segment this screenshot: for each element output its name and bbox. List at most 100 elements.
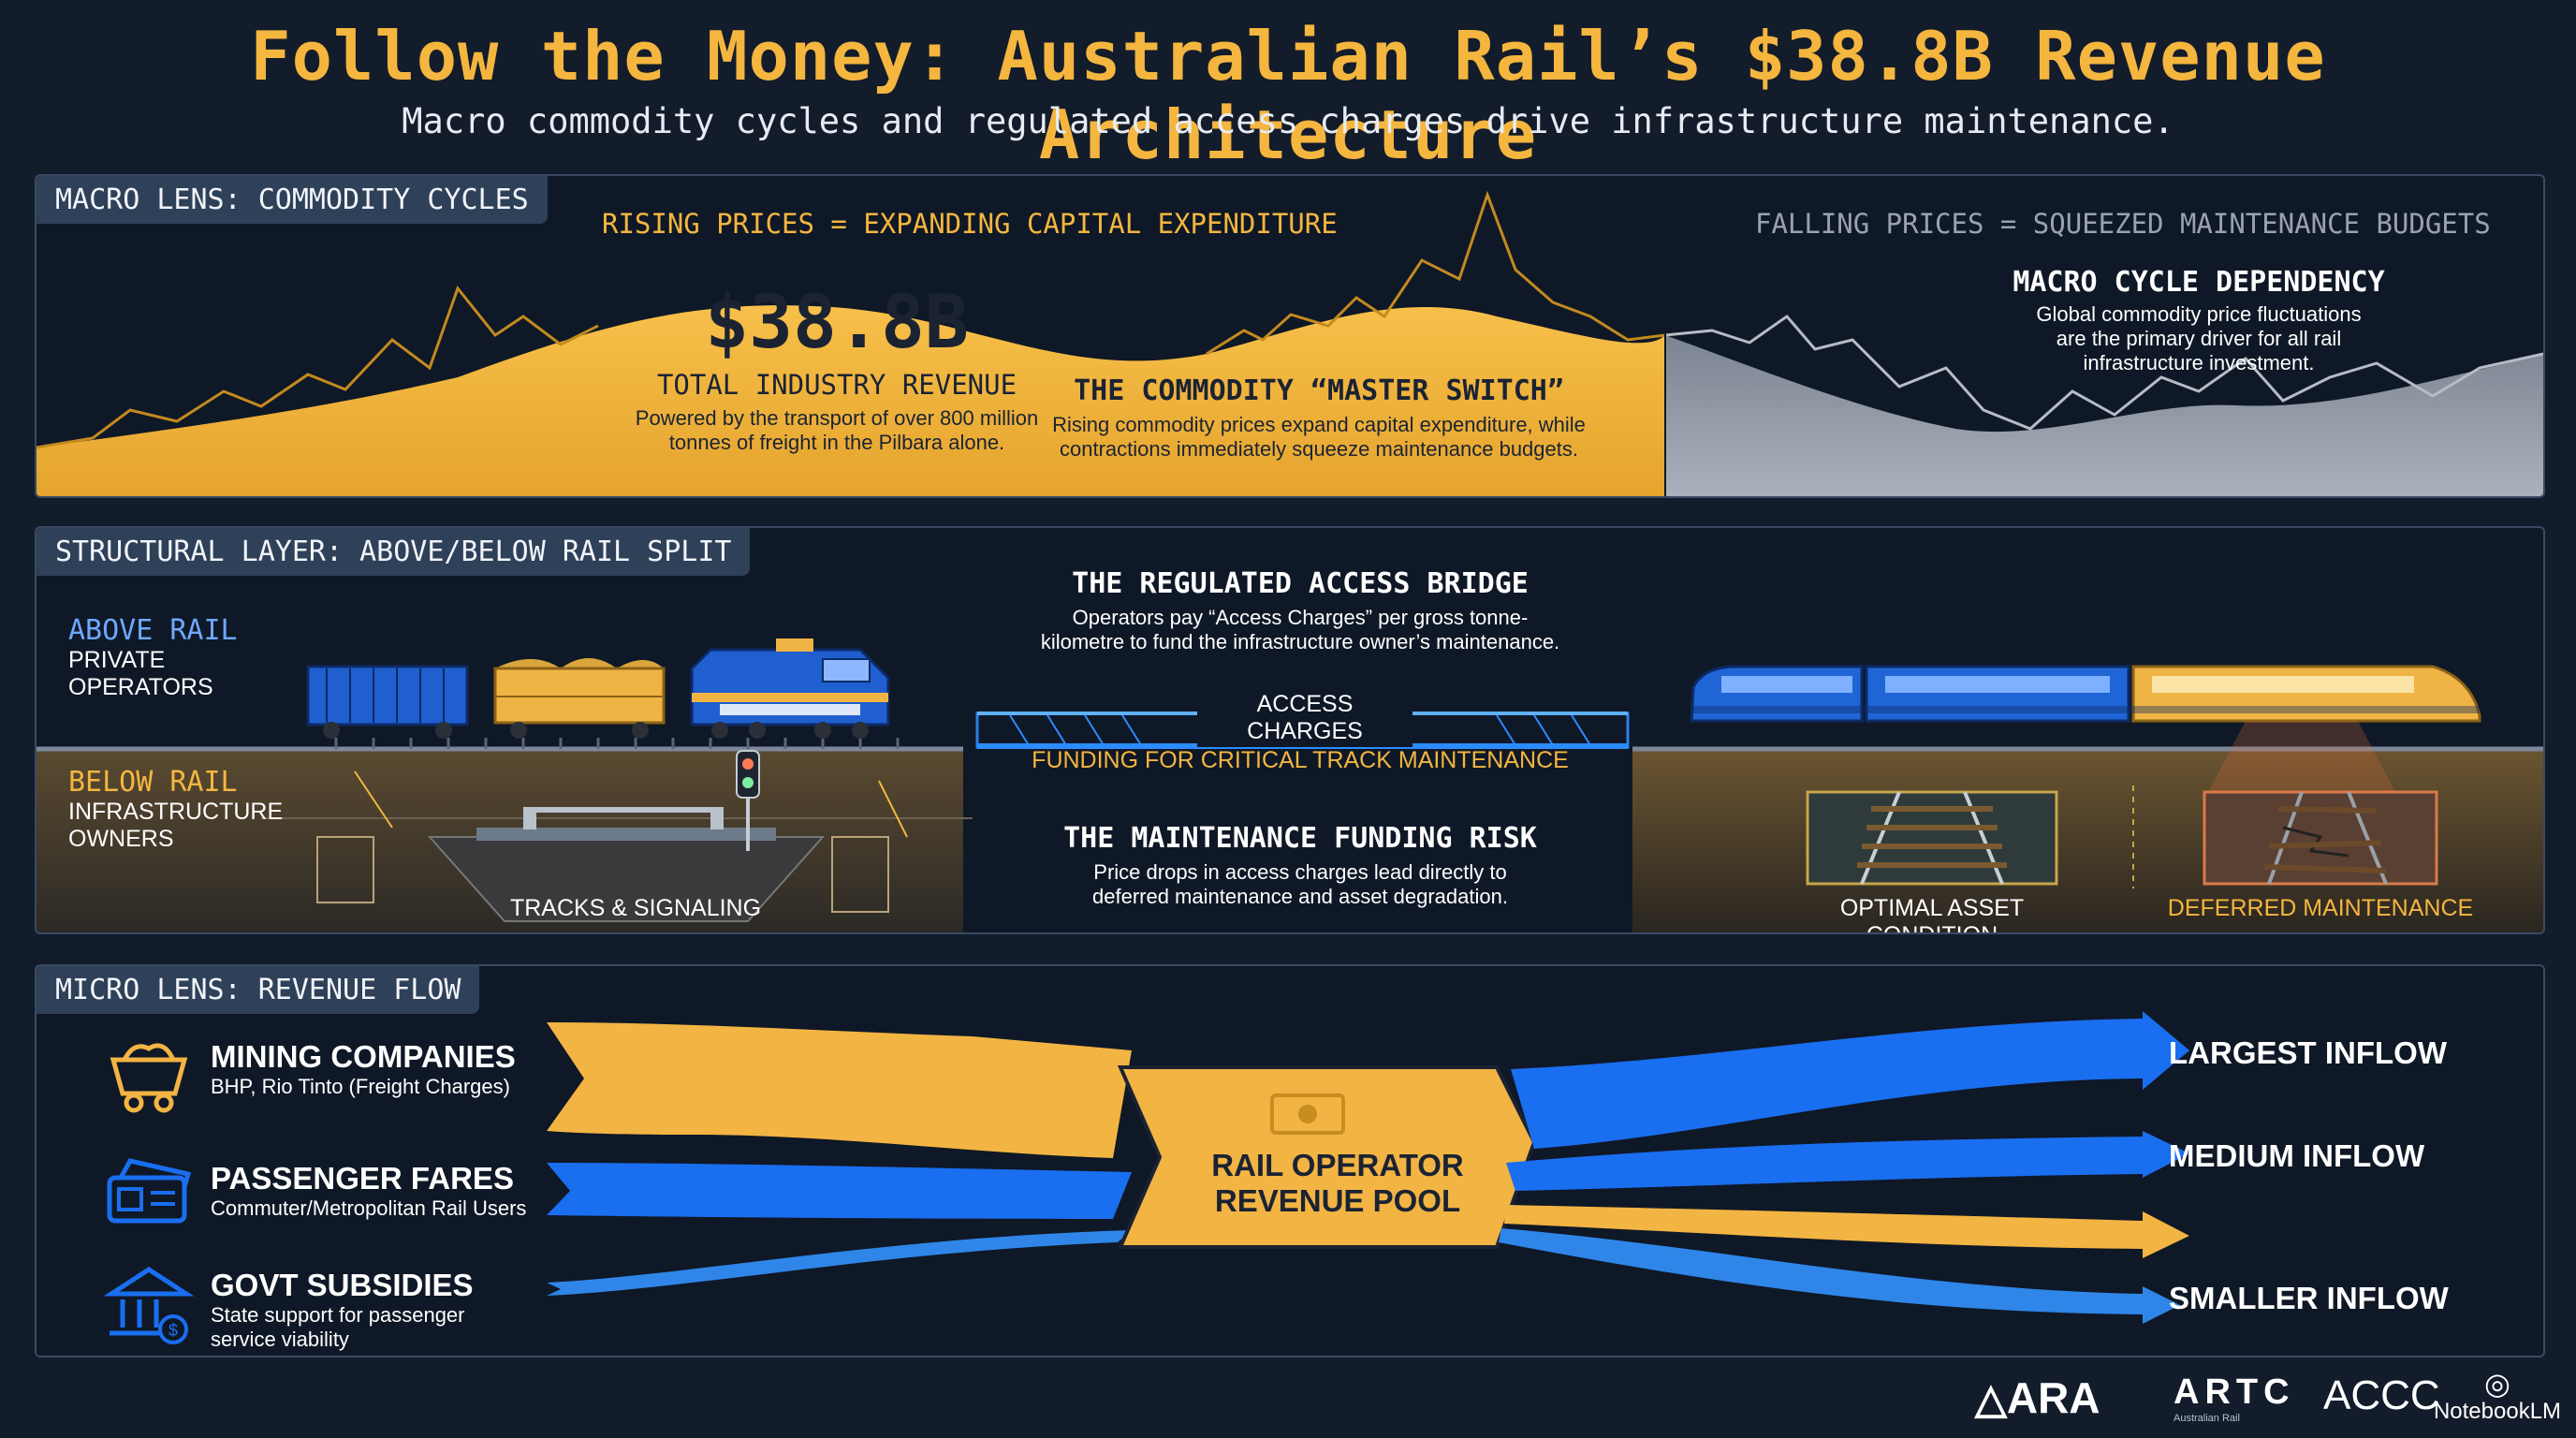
access-bridge-block: THE REGULATED ACCESS BRIDGE Operators pa… [973,567,1628,654]
access-bridge-desc-2: kilometre to fund the infrastructure own… [1040,630,1560,653]
source-passenger-desc: Commuter/Metropolitan Rail Users [211,1196,527,1220]
maintenance-risk-desc-2: deferred maintenance and asset degradati… [1092,885,1508,908]
ara-logo-text: ARA [2006,1373,2100,1422]
deferred-track-image [2203,721,2438,886]
above-rail-title: ABOVE RAIL [68,614,238,647]
logo-bar: △ARA ARTC Australian Rail ACCC ◎ Noteboo… [1966,1365,2565,1431]
subsidy-inflow-band [547,1230,1132,1296]
source-subsidies: $ GOVT SUBSIDIES State support for passe… [102,1262,570,1356]
source-passenger: PASSENGER FARES Commuter/Metropolitan Ra… [102,1150,570,1243]
below-rail-title: BELOW RAIL [68,766,238,799]
source-mining-title: MINING COMPANIES [211,1039,516,1074]
macro-dependency-desc-1: Global commodity price fluctuations [2036,302,2362,326]
page-subtitle: Macro commodity cycles and regulated acc… [402,101,2174,141]
source-mining: MINING COMPANIES BHP, Rio Tinto (Freight… [102,1032,570,1125]
page-title: Follow the Money: Australian Rail’s $38.… [250,17,2326,174]
access-bridge-title: THE REGULATED ACCESS BRIDGE [1072,567,1529,600]
outflow-largest-label: LARGEST INFLOW [2169,1035,2447,1070]
passenger-train-illustration [1690,665,2481,723]
revenue-pool-label: RAIL OPERATOR REVENUE POOL [1169,1148,1506,1219]
svg-text:$: $ [168,1321,178,1340]
deferred-maintenance-label: DEFERRED MAINTENANCE [2167,895,2474,921]
above-rail-sub-2: OPERATORS [68,674,213,700]
notebooklm-icon: ◎ [2484,1367,2510,1401]
structural-illustration [37,638,2543,932]
source-subsidies-title: GOVT SUBSIDIES [211,1268,474,1302]
medium-outflow-band [1506,1131,2189,1191]
revenue-block: $38.8B TOTAL INDUSTRY REVENUE Powered by… [561,286,1113,455]
optimal-track-image [1806,790,2058,886]
revenue-desc-1: Powered by the transport of over 800 mil… [635,406,1039,430]
master-switch-block: THE COMMODITY “MASTER SWITCH” Rising com… [1029,374,1609,462]
rising-price-area [37,305,1665,496]
outflow-smaller-label: SMALLER INFLOW [2169,1281,2449,1315]
rail-sleepers-left [334,738,900,749]
funding-label: FUNDING FOR CRITICAL TRACK MAINTENANCE [1032,747,1569,773]
revenue-value: $38.8B [705,281,969,365]
macro-dependency-desc-2: are the primary driver for all rail [2056,327,2342,350]
revenue-pool-shape [1117,1065,1537,1249]
mine-cart-icon [110,1043,188,1113]
macro-panel-tag: MACRO LENS: COMMODITY CYCLES [37,176,548,224]
access-bridge-desc-1: Operators pay “Access Charges” per gross… [1072,606,1529,629]
falling-price-area [1665,335,2543,496]
falling-price-line [1664,314,2543,431]
tracks-signaling-label: TRACKS & SIGNALING [509,895,762,921]
artc-logo: ARTC Australian Rail [2174,1372,2295,1424]
maintenance-risk-desc-1: Price drops in access charges lead direc… [1093,860,1507,884]
source-mining-desc: BHP, Rio Tinto (Freight Charges) [211,1075,510,1098]
revenue-label: TOTAL INDUSTRY REVENUE [656,369,1017,401]
small-yellow-outflow-band [1504,1205,2189,1258]
source-subsidies-desc-1: State support for passenger [211,1303,465,1327]
above-rail-sub-1: PRIVATE [68,647,166,673]
revenue-flow-diagram [547,1011,2189,1324]
macro-dependency-title: MACRO CYCLE DEPENDENCY [2012,266,2385,299]
source-passenger-title: PASSENGER FARES [211,1161,514,1196]
above-rail-label: ABOVE RAIL PRIVATE OPERATORS [68,614,238,701]
maintenance-risk-block: THE MAINTENANCE FUNDING RISK Price drops… [973,822,1628,909]
outflow-medium-label: MEDIUM INFLOW [2169,1138,2425,1173]
optimal-condition-label: OPTIMAL ASSET CONDITION [1839,895,2025,932]
notebooklm-logo: ◎ NotebookLM [2432,1369,2563,1425]
ticket-icon [107,1158,192,1224]
ara-logo: △ARA [1975,1372,2100,1423]
accc-logo-text: ACCC [2323,1372,2440,1418]
master-switch-desc-1: Rising commodity prices expand capital e… [1052,413,1586,436]
falling-prices-label: FALLING PRICES = SQUEEZED MAINTENANCE BU… [1755,208,2491,240]
access-charges-label: ACCESS CHARGES [1197,689,1412,747]
track-signaling-illustration [261,750,973,922]
mining-inflow-band [547,1022,1132,1158]
commodity-cycle-chart [37,190,2543,496]
revenue-desc-2: tonnes of freight in the Pilbara alone. [668,431,1005,454]
maintenance-risk-title: THE MAINTENANCE FUNDING RISK [1063,822,1537,855]
source-subsidies-desc-2: service viability [211,1328,349,1351]
accc-logo: ACCC [2323,1372,2440,1419]
largest-outflow-band [1511,1011,2189,1149]
rising-prices-label: RISING PRICES = EXPANDING CAPITAL EXPEND… [602,208,1338,240]
master-switch-desc-2: contractions immediately squeeze mainten… [1060,437,1578,461]
micro-panel: MICRO LENS: REVENUE FLOW MINING COMPANIE… [35,964,2545,1357]
macro-dependency-desc-3: infrastructure investment. [2083,351,2315,374]
below-rail-sub-2: OWNERS [68,826,174,852]
artc-logo-text: ARTC [2174,1372,2295,1412]
rising-price-line [37,285,599,449]
smaller-outflow-band [1499,1228,2180,1324]
revenue-pool-line-1: RAIL OPERATOR [1211,1148,1464,1182]
structural-panel: STRUCTURAL LAYER: ABOVE/BELOW RAIL SPLIT [35,526,2545,934]
notebooklm-text: NotebookLM [2433,1399,2562,1424]
revenue-pool-line-2: REVENUE POOL [1214,1183,1461,1218]
below-rail-label: BELOW RAIL INFRASTRUCTURE OWNERS [68,766,283,853]
money-icon [1270,1093,1345,1135]
master-switch-title: THE COMMODITY “MASTER SWITCH” [1074,374,1564,407]
government-icon: $ [103,1267,195,1344]
below-rail-sub-1: INFRASTRUCTURE [68,799,284,825]
macro-dependency-block: MACRO CYCLE DEPENDENCY Global commodity … [1918,266,2480,375]
freight-train-illustration [306,638,890,739]
structural-panel-tag: STRUCTURAL LAYER: ABOVE/BELOW RAIL SPLIT [37,528,751,576]
macro-panel: MACRO LENS: COMMODITY CYCLES RISING PRIC… [35,174,2545,498]
passenger-inflow-band [547,1163,1132,1219]
artc-logo-sub: Australian Rail [2174,1413,2240,1424]
rising-peak-line [1206,190,1666,356]
micro-panel-tag: MICRO LENS: REVENUE FLOW [37,966,480,1014]
ara-logo-mark: △ [1975,1376,2007,1422]
